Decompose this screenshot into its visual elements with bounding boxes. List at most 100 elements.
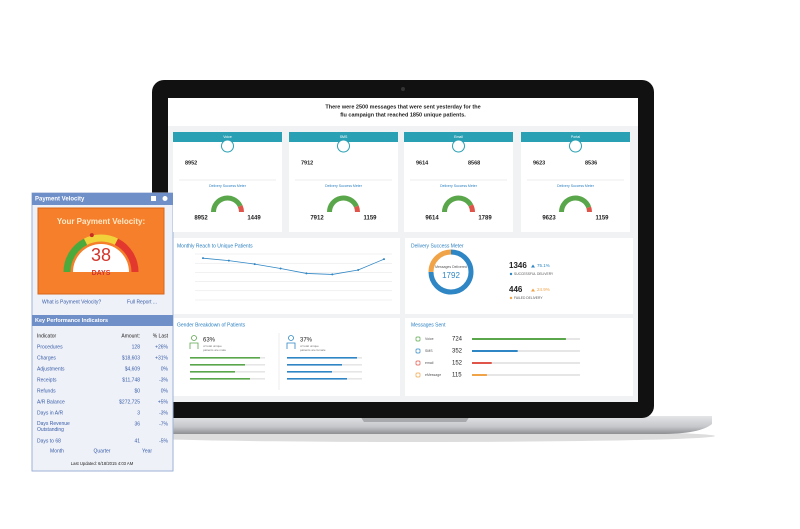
row-icon xyxy=(415,348,421,354)
panel xyxy=(405,318,633,396)
success-value: 9623 xyxy=(542,216,556,222)
column-header: Amount: xyxy=(121,333,140,339)
kpi-change: +5% xyxy=(158,399,169,405)
panel xyxy=(173,238,400,314)
success-value: 9614 xyxy=(425,216,439,222)
window-button xyxy=(162,196,168,201)
trend-arrow xyxy=(531,288,535,292)
failed-value: 1159 xyxy=(363,216,377,222)
panel xyxy=(405,238,633,314)
card-title: Portal xyxy=(571,135,580,139)
card-icon xyxy=(452,139,465,153)
panel-title: Monthly Reach to Unique Patients xyxy=(177,243,253,249)
card-icon xyxy=(569,139,582,153)
velocity-unit: DAYS xyxy=(92,270,111,277)
kpi-label: Procedures xyxy=(37,344,63,350)
donut-segment xyxy=(428,249,474,295)
message-label: email xyxy=(425,361,434,365)
failed-value: 1159 xyxy=(595,216,609,222)
velocity-needle xyxy=(89,233,94,238)
last-updated: Last Updated: 6/18/2015 4:03 AM xyxy=(71,461,134,466)
bar-fill xyxy=(287,371,332,373)
legend-dot xyxy=(509,296,513,300)
gauge-success xyxy=(442,195,474,213)
link[interactable]: What is Payment Velocity? xyxy=(42,299,101,305)
card-number: 8568 xyxy=(468,160,480,166)
row-icon xyxy=(415,336,421,342)
legend-dot xyxy=(509,272,513,276)
gauge-failed xyxy=(237,205,244,213)
kpi-amount: 3 xyxy=(137,410,140,416)
kpi-amount: $0 xyxy=(134,388,140,394)
bar-track xyxy=(472,350,580,352)
delivery-pct: 75.1% xyxy=(537,263,550,268)
message-value: 724 xyxy=(452,337,463,343)
failed-value: 1449 xyxy=(247,216,261,222)
card-number: 9623 xyxy=(533,160,545,166)
kpi-change: -3% xyxy=(159,410,168,416)
tab[interactable]: Quarter xyxy=(94,448,111,454)
kpi-change: -3% xyxy=(159,377,168,383)
message-value: 352 xyxy=(452,349,463,355)
reach-point xyxy=(227,259,230,262)
kpi-header xyxy=(32,315,173,326)
kpi-title: Key Performance Indicators xyxy=(35,318,108,324)
link[interactable]: Full Report ... xyxy=(127,299,157,305)
tab[interactable]: Month xyxy=(50,448,64,454)
kpi-amount: $272,725 xyxy=(119,399,140,405)
card-icon xyxy=(221,139,234,153)
bar-fill xyxy=(287,378,347,380)
bar-fill xyxy=(190,357,260,359)
meter-label: Delivery Success Meter xyxy=(557,184,595,188)
person-icon xyxy=(191,335,197,341)
reach-point xyxy=(253,263,256,266)
velocity-value: 38 xyxy=(91,245,111,265)
card-header xyxy=(289,132,398,142)
kpi-label: Adjustments xyxy=(37,366,65,372)
success-value: 7912 xyxy=(310,216,324,222)
gender-text: patients are female xyxy=(300,348,326,352)
gauge-band xyxy=(114,238,139,273)
card-header xyxy=(521,132,630,142)
kpi-change: +26% xyxy=(155,344,168,350)
kpi-change: -7% xyxy=(159,421,168,427)
kpi-change: 0% xyxy=(161,366,169,372)
bar-track xyxy=(472,362,580,364)
gauge-success xyxy=(211,195,243,213)
laptop-base xyxy=(118,416,712,434)
kpi-label-line: Days Revenue xyxy=(37,421,70,427)
kpi-label: Refunds xyxy=(37,388,56,394)
bar-fill xyxy=(190,378,250,380)
donut-segment xyxy=(428,249,452,273)
kpi-label: Receipts xyxy=(37,377,57,383)
donut-total: 1792 xyxy=(442,271,460,280)
kpi-change: -5% xyxy=(159,438,168,444)
kpi-amount: $11,748 xyxy=(122,377,140,383)
kpi-label: Days Revenue Outstanding xyxy=(37,421,70,433)
panel-title: Delivery Success Meter xyxy=(411,243,464,249)
trend-arrow xyxy=(531,264,535,268)
tab[interactable]: Year xyxy=(142,448,152,454)
gauge-success xyxy=(559,195,592,213)
kpi-label: Days to 68 xyxy=(37,438,61,444)
kpi-amount: $18,603 xyxy=(122,355,140,361)
gauge-failed xyxy=(468,204,475,213)
message-label: eMessage xyxy=(425,373,441,377)
message-bar xyxy=(472,338,566,340)
card-title: SMS xyxy=(340,135,348,139)
kpi-change: +31% xyxy=(155,355,168,361)
window-button xyxy=(151,196,156,201)
column-header: Indicator xyxy=(37,333,57,339)
card-header xyxy=(404,132,513,142)
person-icon xyxy=(286,342,296,349)
widget-title: Payment Velocity xyxy=(35,197,85,203)
kpi-label: Charges xyxy=(37,355,56,361)
reach-line xyxy=(202,257,385,275)
kpi-amount: 128 xyxy=(132,344,141,350)
donut-label: Messages Delivered xyxy=(435,265,467,269)
kpi-label: Days in A/R xyxy=(37,410,64,416)
gauge-band xyxy=(63,238,88,273)
widget-header xyxy=(32,193,173,205)
row-icon xyxy=(415,372,421,378)
